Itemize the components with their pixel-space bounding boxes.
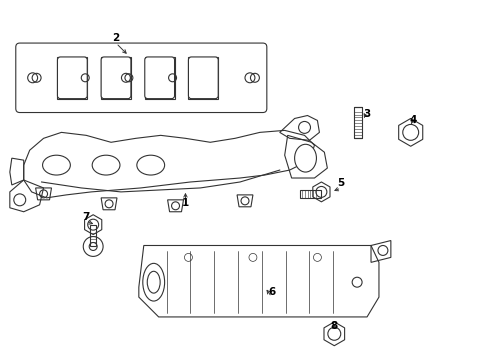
FancyBboxPatch shape [101,57,131,99]
Bar [188,57,218,99]
FancyBboxPatch shape [144,57,174,99]
Bar [57,57,87,99]
FancyBboxPatch shape [57,57,87,99]
Bar [144,57,174,99]
Ellipse shape [42,155,70,175]
Ellipse shape [142,264,164,301]
Bar [353,107,361,138]
FancyBboxPatch shape [188,57,218,99]
Ellipse shape [92,155,120,175]
Text: 7: 7 [82,212,90,222]
Text: 5: 5 [337,178,344,188]
Text: 1: 1 [182,198,189,208]
Text: 3: 3 [363,108,370,118]
Ellipse shape [294,144,316,172]
Text: 6: 6 [267,287,275,297]
FancyBboxPatch shape [16,43,266,113]
Ellipse shape [147,271,160,293]
Bar [299,190,321,198]
Text: 8: 8 [330,321,337,331]
Text: 4: 4 [409,116,417,126]
Bar [90,225,96,247]
Text: 2: 2 [112,33,120,43]
Ellipse shape [137,155,164,175]
Bar [101,57,131,99]
